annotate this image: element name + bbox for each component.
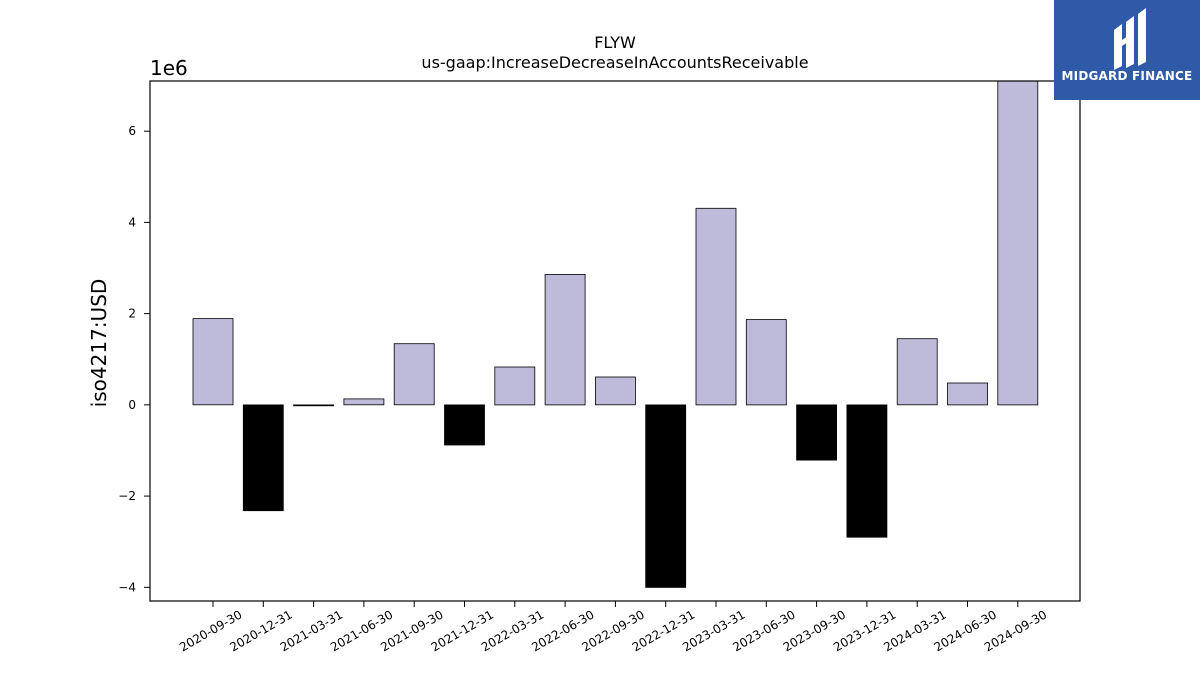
plot-frame xyxy=(149,80,1081,602)
chart-title: FLYW xyxy=(594,33,636,52)
bar-2022-06-30 xyxy=(544,273,586,406)
bar-2021-03-31 xyxy=(293,404,335,407)
bar-2023-06-30 xyxy=(745,319,787,406)
y-scale-label: 1e6 xyxy=(150,56,188,80)
y-tick-label: 6 xyxy=(128,124,136,138)
bar-2020-09-30 xyxy=(192,318,234,406)
bar-2022-03-31 xyxy=(494,366,536,406)
bar-2023-09-30 xyxy=(796,404,837,461)
x-ticks-group: 2020-09-302020-12-312021-03-312021-06-30… xyxy=(177,601,1049,654)
y-tick-label: 2 xyxy=(128,307,136,321)
midgard-logo-mark-icon xyxy=(1114,8,1146,70)
bar-2021-06-30 xyxy=(343,398,385,406)
bar-2023-03-31 xyxy=(695,207,737,406)
bar-2024-06-30 xyxy=(947,382,988,406)
bar-2023-12-31 xyxy=(846,404,888,538)
logo-text: MIDGARD FINANCE xyxy=(1061,69,1193,83)
y-tick-label: 0 xyxy=(128,398,136,412)
midgard-finance-logo: MIDGARD FINANCE xyxy=(1054,0,1200,100)
bar-2020-12-31 xyxy=(242,404,284,512)
y-ticks-group: −4 −2 0 2 4 6 xyxy=(118,124,150,594)
y-tick-label: −2 xyxy=(118,489,136,503)
bars-group xyxy=(192,80,1039,588)
y-tick-label: −4 xyxy=(118,580,136,594)
bar-2021-12-31 xyxy=(444,404,485,446)
y-tick-label: 4 xyxy=(128,215,136,229)
chart-subtitle: us-gaap:IncreaseDecreaseInAccountsReceiv… xyxy=(421,53,808,72)
y-axis-label: iso4217:USD xyxy=(87,279,111,408)
bar-2021-09-30 xyxy=(393,343,435,406)
bar-2024-09-30 xyxy=(997,80,1039,406)
bar-2022-12-31 xyxy=(645,404,687,588)
bar-2024-03-31 xyxy=(896,338,938,406)
bar-2022-09-30 xyxy=(595,376,636,406)
